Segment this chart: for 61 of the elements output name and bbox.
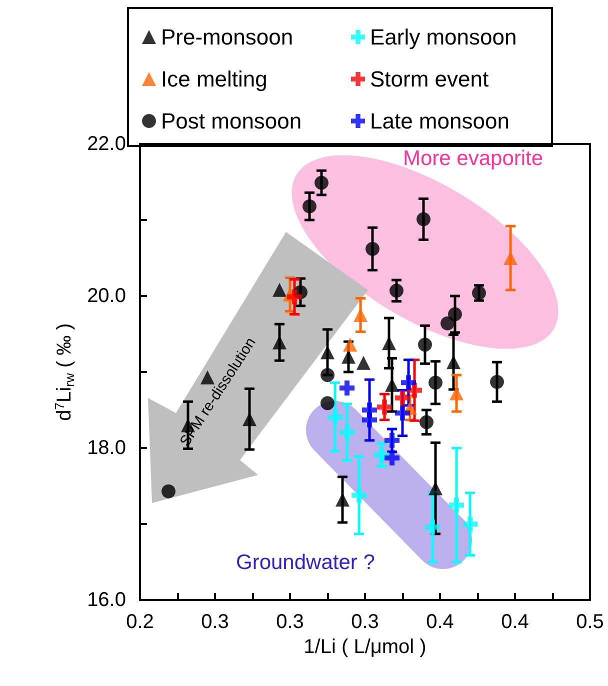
point [374, 447, 389, 462]
x-tick-label: 0.5 [576, 611, 604, 633]
y-tick-label: 18.0 [87, 437, 126, 459]
point [328, 409, 342, 424]
point [320, 396, 334, 410]
point [425, 520, 440, 535]
point [462, 516, 478, 532]
y-axis-title: d7Lirw ( ‰ ) [52, 323, 78, 421]
legend-label: Early monsoon [370, 24, 517, 50]
point [366, 242, 380, 256]
y-tick-label: 22.0 [87, 133, 126, 155]
point [448, 307, 462, 322]
annotation: More evaporite [403, 147, 544, 170]
x-tick-label: 0.3 [201, 611, 229, 633]
point [449, 498, 464, 512]
x-tick-label: 0.2 [126, 611, 154, 633]
point [504, 251, 518, 265]
point [440, 316, 454, 330]
point [287, 289, 302, 304]
x-tick-label: 0.3 [276, 611, 304, 633]
x-tick-label: 0.4 [426, 611, 454, 633]
point [382, 336, 396, 350]
point [390, 284, 404, 298]
point [401, 375, 416, 390]
x-axis-title: 1/Li ( L/μmol ) [304, 636, 426, 658]
x-tick-label: 0.4 [501, 611, 529, 633]
point [420, 415, 434, 430]
point [428, 481, 442, 496]
point [384, 432, 400, 448]
point [362, 412, 377, 428]
point [162, 484, 176, 498]
annotation: Groundwater ? [236, 551, 375, 574]
point [395, 406, 410, 421]
point [352, 488, 366, 503]
point [418, 338, 432, 352]
point [395, 390, 410, 406]
point [340, 380, 354, 396]
point [340, 424, 354, 440]
point [384, 450, 400, 466]
point [446, 355, 460, 370]
legend-label: Late monsoon [370, 108, 510, 134]
point [377, 399, 392, 414]
point [416, 212, 430, 226]
legend-label: Ice melting [161, 66, 268, 92]
point [314, 176, 328, 190]
point [343, 338, 357, 352]
y-tick-label: 16.0 [87, 589, 126, 611]
point [272, 282, 286, 297]
point [320, 368, 334, 382]
point [336, 492, 350, 507]
point [490, 374, 504, 389]
legend-label: Pre-monsoon [161, 24, 294, 50]
point [428, 376, 442, 390]
legend-label: Post monsoon [161, 108, 302, 134]
point [302, 199, 316, 214]
point [356, 356, 370, 370]
point [320, 345, 334, 360]
y-tick-label: 20.0 [87, 285, 126, 307]
x-tick-label: 0.3 [351, 611, 379, 633]
point [354, 308, 368, 322]
legend-label: Storm event [370, 66, 489, 92]
